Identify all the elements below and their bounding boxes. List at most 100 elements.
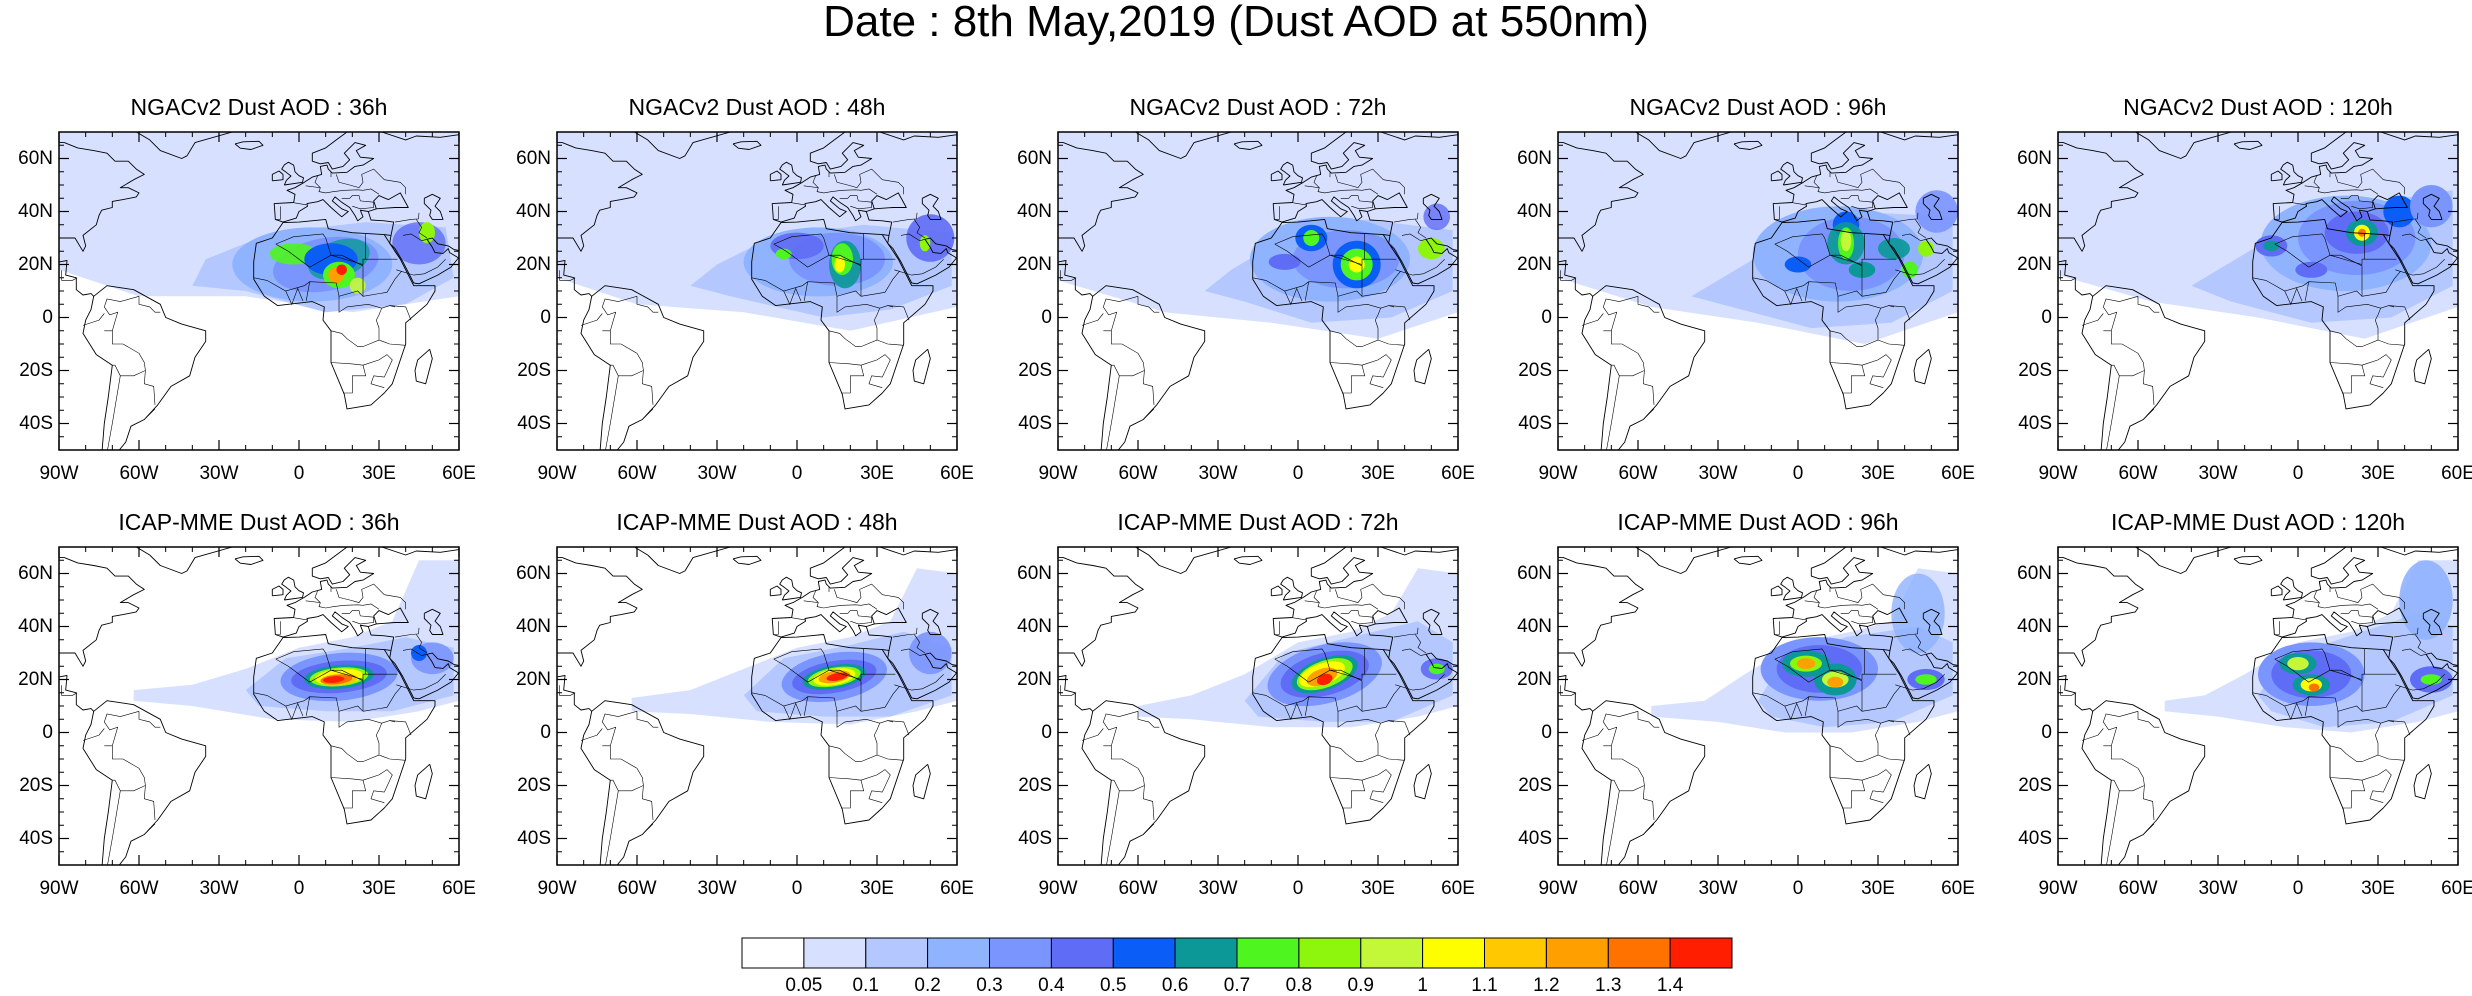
country-border bbox=[1329, 777, 1366, 809]
lon-tick-label: 60E bbox=[2441, 878, 2472, 899]
lon-tick-label: 60W bbox=[1118, 878, 1158, 899]
coastline bbox=[751, 218, 934, 410]
colorbar-label: 0.05 bbox=[785, 975, 823, 996]
lon-tick-label: 30W bbox=[2198, 463, 2238, 484]
country-border bbox=[2060, 685, 2077, 696]
coastline bbox=[633, 132, 731, 159]
lon-tick-label: 60E bbox=[1941, 878, 1975, 899]
country-border bbox=[1861, 685, 1901, 712]
country-border bbox=[294, 202, 308, 206]
lon-tick-label: 30W bbox=[697, 878, 737, 899]
coastline bbox=[2058, 675, 2094, 712]
coastline bbox=[1233, 140, 1263, 150]
country-border bbox=[1102, 296, 1139, 331]
coastline bbox=[2081, 285, 2206, 450]
lon-tick-label: 90W bbox=[39, 463, 79, 484]
map-panel bbox=[1057, 131, 1459, 451]
coastline bbox=[1922, 193, 1943, 220]
country-border bbox=[1775, 206, 1780, 220]
lat-tick-label: 0 bbox=[42, 306, 53, 328]
country-border bbox=[1813, 590, 1820, 603]
country-border bbox=[1137, 711, 1160, 728]
coastline bbox=[423, 193, 444, 220]
country-border bbox=[294, 617, 308, 621]
map-panel bbox=[556, 131, 958, 451]
colorbar-label: 0.8 bbox=[1285, 975, 1313, 996]
country-border bbox=[1361, 769, 1392, 803]
coastline bbox=[2058, 557, 2144, 667]
coastline bbox=[771, 547, 957, 638]
coastline bbox=[751, 634, 934, 825]
dust-contour bbox=[834, 256, 845, 273]
colorbar-swatch bbox=[1484, 937, 1547, 969]
coastline bbox=[384, 234, 392, 236]
lon-tick-label: 60W bbox=[119, 463, 159, 484]
country-border bbox=[1602, 711, 1639, 746]
coastline bbox=[557, 260, 593, 297]
country-border bbox=[1377, 754, 1405, 761]
coastline bbox=[1866, 607, 1908, 659]
country-border bbox=[2377, 754, 2405, 761]
country-border bbox=[860, 354, 891, 388]
dust-contour bbox=[2358, 228, 2366, 237]
country-border bbox=[1558, 237, 1559, 238]
lon-tick-label: 30W bbox=[1698, 878, 1738, 899]
lon-tick-label: 0 bbox=[2292, 463, 2304, 484]
coastline bbox=[779, 576, 802, 601]
dust-contour bbox=[411, 645, 427, 661]
country-border bbox=[2102, 296, 2139, 331]
lon-tick-label: 60E bbox=[940, 463, 974, 484]
country-border bbox=[2329, 362, 2366, 394]
country-border bbox=[1395, 258, 1445, 276]
coastline bbox=[557, 142, 643, 252]
country-border bbox=[1861, 769, 1892, 803]
dust-contour bbox=[775, 248, 792, 260]
map-panel bbox=[1557, 131, 1959, 451]
country-border bbox=[839, 195, 873, 210]
country-border bbox=[1081, 728, 1104, 741]
coastline bbox=[1388, 237, 1458, 285]
country-border bbox=[860, 270, 900, 297]
country-border bbox=[894, 258, 944, 276]
country-border bbox=[1840, 610, 1873, 625]
colorbar-swatch bbox=[1669, 937, 1733, 969]
country-border bbox=[642, 408, 654, 420]
country-border bbox=[1143, 823, 1155, 835]
coastline bbox=[1366, 192, 1408, 244]
dust-contour bbox=[2295, 261, 2328, 278]
lon-tick-label: 30W bbox=[1698, 463, 1738, 484]
country-border bbox=[803, 600, 862, 609]
country-border bbox=[860, 769, 891, 803]
country-border bbox=[601, 711, 638, 746]
lon-tick-label: 60E bbox=[1941, 463, 1975, 484]
lat-tick-label: 60N bbox=[516, 147, 551, 169]
dust-contour bbox=[336, 264, 348, 276]
country-border bbox=[1877, 339, 1905, 346]
lat-tick-label: 60N bbox=[18, 562, 53, 584]
country-border bbox=[803, 281, 808, 301]
country-border bbox=[1895, 673, 1945, 691]
lon-tick-label: 60W bbox=[2118, 878, 2158, 899]
lat-tick-label: 20N bbox=[2017, 668, 2052, 690]
country-border bbox=[601, 296, 638, 331]
colorbar bbox=[741, 937, 1733, 969]
dust-contour bbox=[2399, 560, 2453, 640]
country-border bbox=[107, 790, 121, 865]
country-border bbox=[1793, 202, 1807, 206]
coastline bbox=[1888, 237, 1958, 285]
country-border bbox=[1401, 233, 1427, 242]
colorbar-label: 0.9 bbox=[1347, 975, 1374, 996]
country-border bbox=[1393, 212, 1419, 223]
country-border bbox=[2361, 603, 2379, 610]
country-border bbox=[829, 669, 862, 712]
country-border bbox=[602, 330, 644, 377]
lat-tick-label: 0 bbox=[2041, 306, 2052, 328]
coastline bbox=[921, 193, 942, 220]
panel-title: NGACv2 Dust AOD : 96h bbox=[1629, 94, 1887, 120]
country-border bbox=[914, 219, 926, 239]
country-border bbox=[803, 696, 808, 716]
country-border bbox=[275, 648, 332, 671]
country-border bbox=[1774, 233, 1831, 256]
country-border bbox=[2142, 370, 2155, 405]
